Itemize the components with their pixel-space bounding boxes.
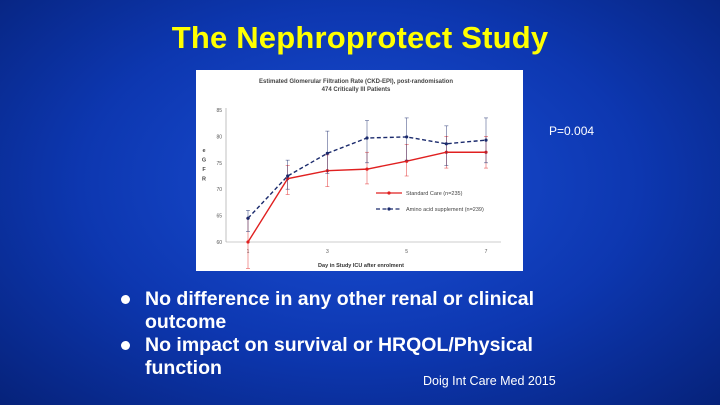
chart-ticks: 6065707580851357	[216, 108, 487, 255]
slide-title: The Nephroprotect Study	[171, 20, 549, 55]
data-point	[365, 136, 369, 140]
data-point	[325, 151, 329, 155]
legend-marker	[387, 207, 391, 211]
bullet-text: No difference in any other renal or clin…	[145, 288, 535, 333]
data-point	[246, 240, 250, 244]
bullet-item: No impact on survival or HRQOL/Physical …	[120, 334, 590, 380]
bullet-text: No impact on survival or HRQOL/Physical …	[145, 334, 533, 379]
legend-marker	[387, 191, 391, 195]
chart-x-tick-label: 5	[405, 249, 408, 255]
egfr-chart-svg: Estimated Glomerular Filtration Rate (CK…	[202, 79, 501, 269]
bullet-dot-icon	[121, 295, 130, 304]
citation: Doig Int Care Med 2015	[423, 374, 556, 388]
chart-series	[246, 117, 488, 269]
p-value-label: P=0.004	[549, 124, 595, 138]
egfr-chart: Estimated Glomerular Filtration Rate (CK…	[196, 70, 523, 271]
bullet-list: No difference in any other renal or clin…	[120, 288, 590, 380]
chart-y-tick-label: 65	[216, 214, 222, 220]
data-point	[405, 135, 409, 139]
chart-ylabel-letter: e	[202, 148, 205, 154]
chart-y-tick-label: 60	[216, 240, 222, 246]
chart-y-tick-label: 75	[216, 161, 222, 167]
chart-y-tick-label: 70	[216, 187, 222, 193]
bullet-item: No difference in any other renal or clin…	[120, 288, 590, 334]
chart-ylabel-letter: F	[202, 167, 206, 173]
chart-xlabel: Day in Study ICU after enrolment	[318, 263, 404, 269]
data-point	[444, 142, 448, 146]
data-point	[286, 174, 290, 178]
data-point	[484, 138, 488, 142]
chart-x-tick-label: 3	[326, 249, 329, 255]
chart-ylabel-letter: R	[202, 177, 206, 183]
legend-label: Standard Care (n=235)	[406, 191, 463, 197]
chart-subtitle: 474 Critically Ill Patients	[322, 87, 391, 93]
legend-label: Amino acid supplement (n=239)	[406, 207, 484, 213]
chart-y-tick-label: 80	[216, 134, 222, 140]
chart-title: Estimated Glomerular Filtration Rate (CK…	[259, 79, 453, 85]
chart-y-tick-label: 85	[216, 108, 222, 114]
chart-legend: Standard Care (n=235) Amino acid suppleme…	[376, 191, 484, 213]
data-point	[365, 167, 369, 171]
chart-ylabel-letter: G	[202, 158, 206, 164]
bullet-dot-icon	[121, 341, 130, 350]
data-point	[246, 216, 250, 220]
chart-x-tick-label: 7	[485, 249, 488, 255]
